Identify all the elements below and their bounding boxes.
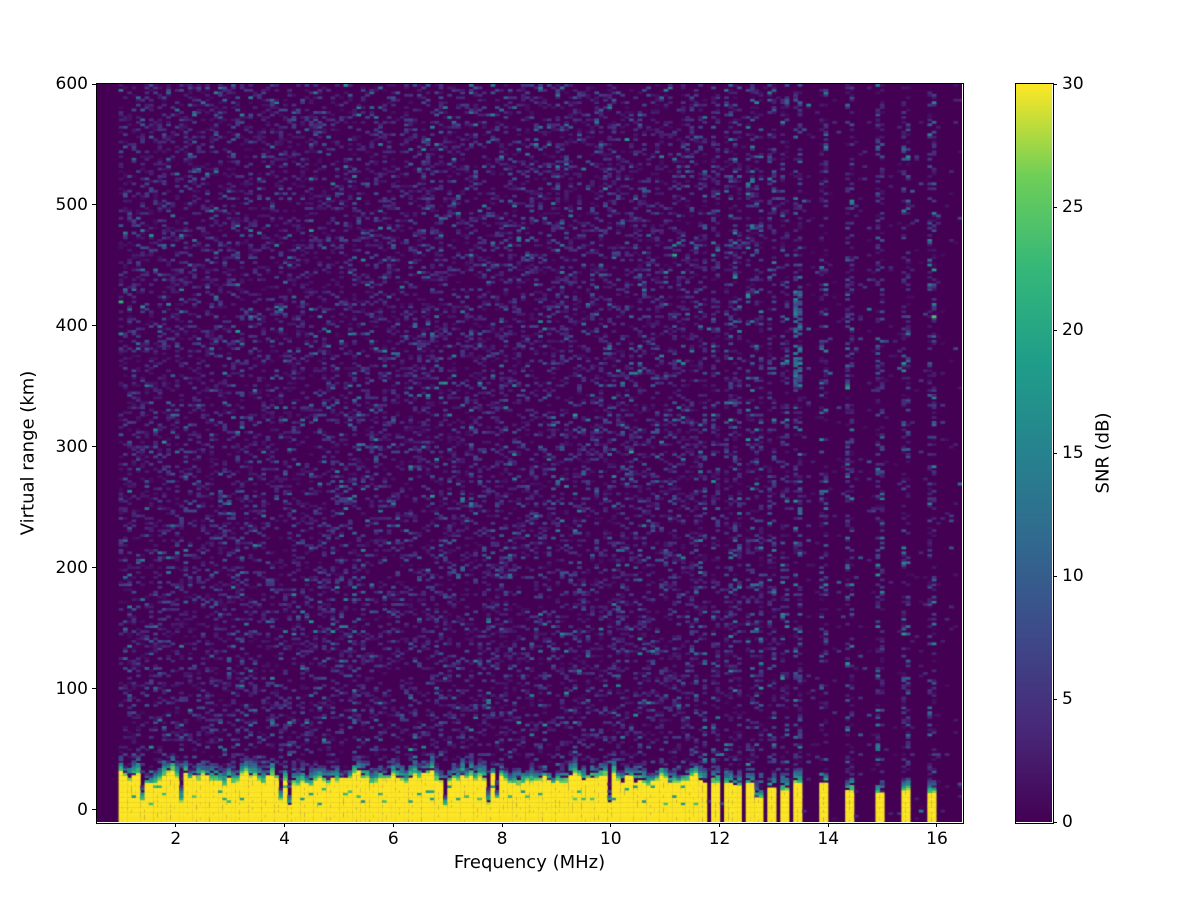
x-tick-label: 6 [387,829,399,849]
plot-area [96,83,964,824]
x-tick-mark [392,823,394,827]
x-tick-label: 16 [926,829,948,849]
colorbar-tick-mark [1053,329,1057,331]
x-tick-label: 14 [817,829,840,849]
y-tick-mark [92,83,96,85]
colorbar-tick-label: 30 [1062,74,1084,94]
colorbar [1015,83,1054,824]
x-tick-mark [175,823,177,827]
x-tick-label: 4 [279,829,290,849]
x-tick-mark [827,823,829,827]
colorbar-tick-mark [1053,575,1057,577]
y-tick-mark [92,325,96,327]
y-tick-label: 500 [55,194,88,215]
x-tick-mark [719,823,721,827]
y-tick-label: 600 [55,74,88,94]
x-tick-mark [284,823,286,827]
colorbar-tick-mark [1053,821,1057,823]
x-tick-label: 12 [708,829,731,849]
colorbar-tick-label: 15 [1062,443,1084,463]
colorbar-tick-label: 0 [1062,812,1073,832]
colorbar-tick-mark [1053,698,1057,700]
y-tick-mark [92,688,96,690]
y-tick-mark [92,446,96,448]
colorbar-tick-mark [1053,206,1057,208]
y-tick-label: 100 [55,678,88,699]
y-tick-label: 400 [55,315,88,336]
colorbar-tick-label: 20 [1062,320,1084,340]
ionogram-heatmap [97,84,962,822]
y-tick-mark [92,204,96,206]
y-tick-mark [92,567,96,569]
colorbar-gradient [1016,84,1052,822]
y-tick-mark [92,809,96,811]
y-tick-label: 300 [55,436,88,457]
x-tick-mark [936,823,938,827]
y-tick-label: 200 [55,557,88,578]
colorbar-tick-label: 10 [1062,566,1084,586]
x-tick-label: 8 [496,829,508,849]
x-tick-mark [501,823,503,827]
y-tick-label: 0 [77,799,88,820]
x-axis-label: Frequency (MHz) [453,852,606,873]
colorbar-tick-mark [1053,83,1057,85]
x-tick-mark [610,823,612,827]
colorbar-tick-mark [1053,452,1057,454]
colorbar-tick-label: 5 [1062,689,1073,709]
x-tick-label: 2 [170,829,182,849]
colorbar-label: SNR (dB) [1092,412,1114,494]
colorbar-tick-label: 25 [1062,197,1084,217]
x-tick-label: 10 [599,829,622,849]
y-axis-label: Virtual range (km) [17,370,39,536]
